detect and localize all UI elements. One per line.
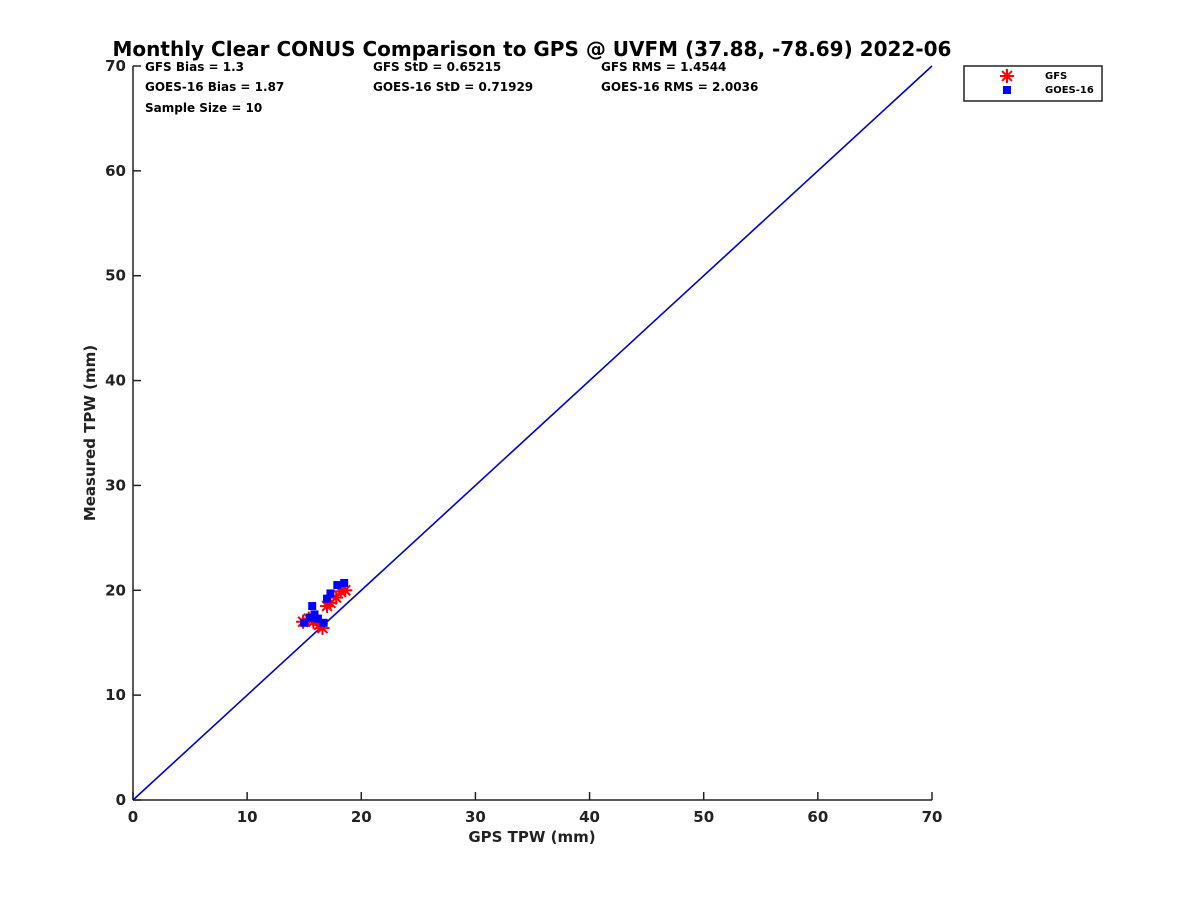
reference-line [132,65,933,801]
x-tick-label-50: 50 [693,808,714,826]
y-tick-label-40: 40 [105,372,126,390]
chart-title: Monthly Clear CONUS Comparison to GPS @ … [113,37,952,61]
goes-point-7 [326,589,335,598]
legend-gfs-asterisk [1000,69,1014,83]
legend-goes-square [1003,86,1011,94]
gfs-std-text: GFS StD = 0.65215 [373,60,501,74]
legend-gfs-label: GFS [1045,71,1067,82]
x-tick-label-30: 30 [465,808,486,826]
y-axis-label: Measured TPW (mm) [81,345,99,521]
goes-point-3 [310,610,319,619]
goes-point-0 [300,618,309,627]
goes-rms-text: GOES-16 RMS = 2.0036 [601,80,758,94]
legend-gfs-marker [1000,69,1014,83]
goes-point-1 [305,613,314,622]
y-tick-label-0: 0 [116,791,126,809]
plot-axes [132,66,932,801]
x-tick-label-60: 60 [807,808,828,826]
y-tick-label-70: 70 [105,57,126,75]
x-tick-label-10: 10 [237,808,258,826]
goes-std-text: GOES-16 StD = 0.71929 [373,80,533,94]
goes-point-4 [313,614,322,623]
legend-box [963,65,1103,102]
y-tick-label-50: 50 [105,267,126,285]
goes-point-6 [323,594,332,603]
legend-goes-label: GOES-16 [1045,85,1094,96]
x-tick-label-70: 70 [922,808,943,826]
gfs-bias-text: GFS Bias = 1.3 [145,60,244,74]
goes-point-9 [340,578,349,587]
y-tick-label-30: 30 [105,476,126,494]
goes-point-5 [319,618,328,627]
gfs-rms-text: GFS RMS = 1.4544 [601,60,726,74]
sample-size-text: Sample Size = 10 [145,101,262,115]
x-tick-label-40: 40 [579,808,600,826]
x-tick-label-0: 0 [128,808,138,826]
statistics-annotations: GFS Bias = 1.3 GOES-16 Bias = 1.87 Sampl… [145,60,758,115]
x-axis-label: GPS TPW (mm) [468,828,595,846]
y-tick-label-10: 10 [105,686,126,704]
legend-goes-marker [1003,86,1011,94]
chart-legend: GFS GOES-16 [963,65,1103,102]
y-tick-label-60: 60 [105,162,126,180]
goes-point-2 [308,602,317,611]
x-tick-label-20: 20 [351,808,372,826]
y-tick-label-20: 20 [105,581,126,599]
goes-bias-text: GOES-16 Bias = 1.87 [145,80,284,94]
goes-point-8 [333,581,342,590]
